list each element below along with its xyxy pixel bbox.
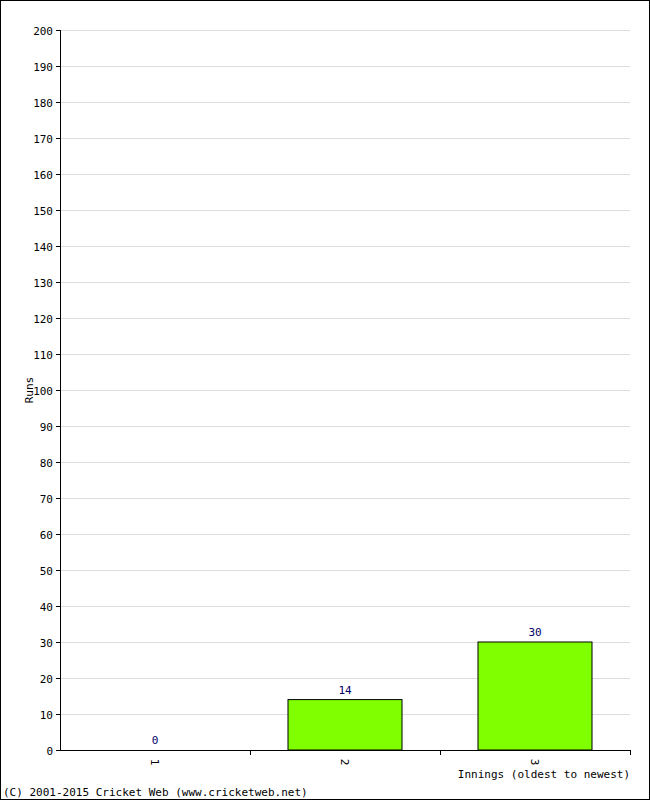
y-tick bbox=[56, 138, 60, 139]
x-tick-label: 2 bbox=[338, 759, 351, 766]
y-axis bbox=[60, 30, 61, 750]
x-axis-label: Innings (oldest to newest) bbox=[458, 768, 630, 781]
x-axis bbox=[60, 750, 630, 751]
y-tick bbox=[56, 318, 60, 319]
y-tick-label: 200 bbox=[33, 25, 53, 38]
grid-line bbox=[60, 138, 630, 139]
grid-line bbox=[60, 534, 630, 535]
y-tick bbox=[56, 534, 60, 535]
grid-line bbox=[60, 246, 630, 247]
y-tick bbox=[56, 354, 60, 355]
grid-line bbox=[60, 174, 630, 175]
y-tick bbox=[56, 678, 60, 679]
y-tick bbox=[56, 390, 60, 391]
y-tick bbox=[56, 102, 60, 103]
y-tick-label: 40 bbox=[40, 601, 53, 614]
y-tick-label: 170 bbox=[33, 133, 53, 146]
bars bbox=[288, 642, 592, 750]
y-tick-label: 50 bbox=[40, 565, 53, 578]
y-tick bbox=[56, 750, 60, 751]
y-tick-label: 80 bbox=[40, 457, 53, 470]
y-tick-label: 180 bbox=[33, 97, 53, 110]
y-tick-label: 100 bbox=[33, 385, 53, 398]
y-tick-label: 190 bbox=[33, 61, 53, 74]
grid-line bbox=[60, 354, 630, 355]
y-tick-label: 110 bbox=[33, 349, 53, 362]
y-tick bbox=[56, 498, 60, 499]
y-tick-label: 20 bbox=[40, 673, 53, 686]
grid-line bbox=[60, 282, 630, 283]
y-tick-label: 60 bbox=[40, 529, 53, 542]
y-tick bbox=[56, 66, 60, 67]
y-tick-label: 140 bbox=[33, 241, 53, 254]
grid-line bbox=[60, 750, 630, 751]
grid-line bbox=[60, 606, 630, 607]
y-axis-label: Runs bbox=[23, 377, 36, 404]
bar bbox=[98, 750, 212, 751]
y-tick-label: 10 bbox=[40, 709, 53, 722]
grid-line bbox=[60, 210, 630, 211]
y-tick bbox=[56, 606, 60, 607]
grid-line bbox=[60, 390, 630, 391]
grid-line bbox=[60, 102, 630, 103]
x-tick-label: 1 bbox=[148, 759, 161, 766]
x-tick bbox=[440, 750, 441, 755]
x-tick bbox=[630, 750, 631, 755]
y-tick-label: 160 bbox=[33, 169, 53, 182]
data-label: 0 bbox=[152, 734, 159, 747]
y-tick-label: 90 bbox=[40, 421, 53, 434]
y-tick bbox=[56, 426, 60, 427]
y-tick-label: 30 bbox=[40, 637, 53, 650]
y-tick bbox=[56, 570, 60, 571]
y-tick-label: 120 bbox=[33, 313, 53, 326]
chart-container: 0102030405060708090100110120130140150160… bbox=[0, 0, 650, 800]
grid-line bbox=[60, 318, 630, 319]
grid-line bbox=[60, 426, 630, 427]
y-tick bbox=[56, 462, 60, 463]
grid-line bbox=[60, 66, 630, 67]
y-tick bbox=[56, 246, 60, 247]
y-tick bbox=[56, 174, 60, 175]
grid-line bbox=[60, 570, 630, 571]
y-tick-label: 130 bbox=[33, 277, 53, 290]
y-tick bbox=[56, 282, 60, 283]
data-label: 30 bbox=[528, 626, 541, 639]
y-tick-label: 0 bbox=[46, 745, 53, 758]
y-tick bbox=[56, 210, 60, 211]
y-tick-label: 70 bbox=[40, 493, 53, 506]
border bbox=[1, 1, 650, 800]
y-tick bbox=[56, 714, 60, 715]
grid-line bbox=[60, 462, 630, 463]
y-tick-label: 150 bbox=[33, 205, 53, 218]
data-label: 14 bbox=[338, 684, 352, 697]
y-tick bbox=[56, 642, 60, 643]
chart-svg: 0102030405060708090100110120130140150160… bbox=[0, 0, 650, 800]
bar bbox=[288, 700, 402, 750]
grid-line bbox=[60, 498, 630, 499]
grid-line bbox=[60, 30, 630, 31]
x-tick-label: 3 bbox=[528, 759, 541, 766]
y-tick bbox=[56, 30, 60, 31]
x-tick bbox=[250, 750, 251, 755]
bar bbox=[478, 642, 592, 750]
copyright: (C) 2001-2015 Cricket Web (www.cricketwe… bbox=[3, 786, 308, 799]
